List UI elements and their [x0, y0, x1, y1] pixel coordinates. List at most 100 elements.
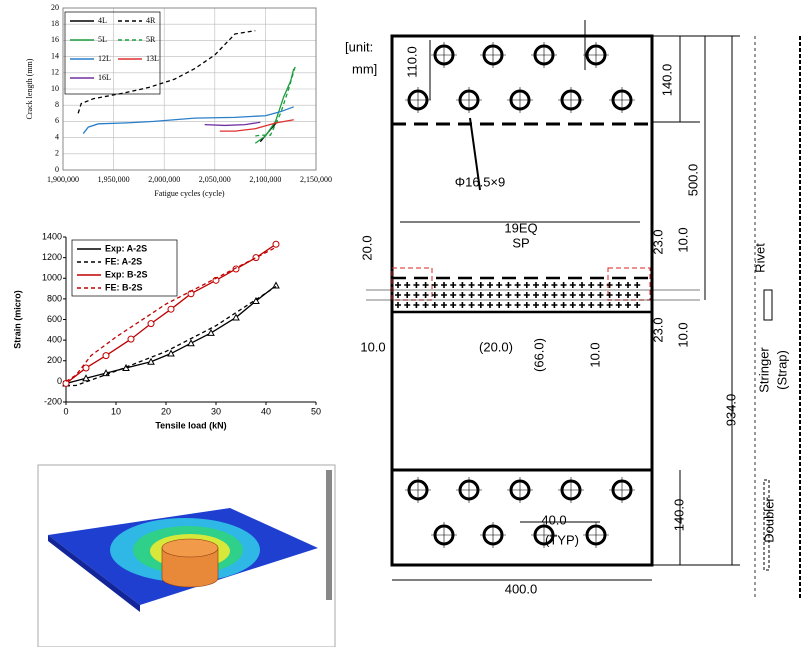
x-tick-label: 30 — [211, 406, 221, 416]
legend-label: 4R — [146, 16, 156, 25]
rivet — [616, 292, 622, 298]
x-axis-title: Fatigue cycles (cycle) — [154, 189, 225, 198]
x-tick-label: 0 — [63, 406, 68, 416]
rivet — [570, 292, 576, 298]
rivet — [551, 292, 557, 298]
dimension-label: mm] — [352, 61, 377, 76]
y-axis-title: Crack length (mm) — [25, 58, 34, 119]
dimension-label: Φ16.5×9 — [455, 174, 506, 189]
rivet — [570, 302, 576, 308]
rivet — [478, 292, 484, 298]
rivet — [551, 302, 557, 308]
rivet — [423, 282, 429, 288]
rivet — [496, 282, 502, 288]
rivet — [469, 292, 475, 298]
fe-image — [38, 465, 335, 647]
rivet — [561, 282, 567, 288]
y-tick-label: 14 — [51, 51, 59, 60]
legend-label: Exp: B-2S — [105, 269, 148, 279]
rivet — [579, 292, 585, 298]
y-tick-label: 8 — [55, 100, 59, 109]
rivet — [597, 302, 603, 308]
rivet — [524, 282, 530, 288]
y-tick-label: 1200 — [42, 252, 62, 262]
dimension-label: (66.0) — [531, 338, 546, 372]
rivet — [505, 282, 511, 288]
y-tick-label: 0 — [55, 165, 59, 174]
dimension-label: SP — [512, 235, 529, 250]
fe-cylinder-top — [162, 539, 218, 557]
rivet — [404, 292, 410, 298]
dimension-label: 23.0 — [650, 229, 665, 254]
rivet — [423, 292, 429, 298]
rivet — [524, 292, 530, 298]
dimension-label: (TYP) — [545, 532, 579, 547]
dimension-label: [unit: — [345, 39, 373, 54]
rivet — [515, 282, 521, 288]
rivet — [395, 292, 401, 298]
rivet — [533, 302, 539, 308]
rivet — [469, 302, 475, 308]
marker — [273, 241, 279, 247]
rivet — [413, 292, 419, 298]
legend-label: 16L — [98, 73, 111, 82]
y-tick-label: 20 — [51, 3, 59, 12]
dimension-label: (Strap) — [774, 350, 789, 390]
rivet — [579, 282, 585, 288]
plot-frame — [66, 237, 316, 402]
x-tick-label: 10 — [111, 406, 121, 416]
rivet — [395, 282, 401, 288]
rivet — [579, 302, 585, 308]
y-tick-label: 0 — [57, 376, 62, 386]
rivet — [487, 282, 493, 288]
rivet — [487, 292, 493, 298]
rivet — [542, 292, 548, 298]
rivet — [459, 302, 465, 308]
x-tick-label: 2,000,000 — [148, 175, 180, 184]
x-tick-label: 40 — [261, 406, 271, 416]
rivet — [487, 302, 493, 308]
rivet — [634, 282, 640, 288]
x-tick-label: 2,050,000 — [199, 175, 231, 184]
legend-label: 5L — [98, 35, 107, 44]
rivet — [413, 302, 419, 308]
rivet — [634, 302, 640, 308]
series-line — [255, 69, 293, 144]
dimension-label: Stringer — [756, 347, 771, 393]
rivet — [413, 282, 419, 288]
x-tick-label: 2,100,000 — [249, 175, 281, 184]
rivet — [395, 302, 401, 308]
rivet — [505, 302, 511, 308]
legend-label: 12L — [98, 54, 111, 63]
rivet — [496, 292, 502, 298]
rivet — [588, 302, 594, 308]
x-tick-label: 20 — [161, 406, 171, 416]
dimension-label: 10.0 — [360, 339, 385, 354]
marker — [128, 336, 134, 342]
rivet — [450, 292, 456, 298]
rivet — [441, 302, 447, 308]
legend-label: 5R — [146, 35, 156, 44]
y-axis-title: Strain (micro) — [12, 290, 22, 349]
rivet — [561, 302, 567, 308]
figure: [unit:mm]110.0140.0500.0Φ16.5×919EQSP20.… — [0, 0, 804, 647]
legend-label: FE: A-2S — [105, 256, 142, 266]
marker — [188, 340, 194, 346]
marker — [168, 306, 174, 312]
marker — [208, 330, 214, 336]
dimension-label: 23.0 — [650, 317, 665, 342]
rivet — [496, 302, 502, 308]
x-axis-title: Tensile load (kN) — [155, 420, 226, 430]
rivet — [588, 292, 594, 298]
rivet — [478, 302, 484, 308]
dimension-label: 40.0 — [541, 512, 566, 527]
legend-label: FE: B-2S — [105, 282, 143, 292]
rivet — [432, 282, 438, 288]
series-line — [205, 122, 261, 125]
rivet — [588, 282, 594, 288]
series-line — [255, 65, 295, 136]
dimension-label: Doubler — [761, 497, 776, 543]
rivet — [524, 302, 530, 308]
y-tick-label: 1000 — [42, 273, 62, 283]
rivet — [570, 282, 576, 288]
